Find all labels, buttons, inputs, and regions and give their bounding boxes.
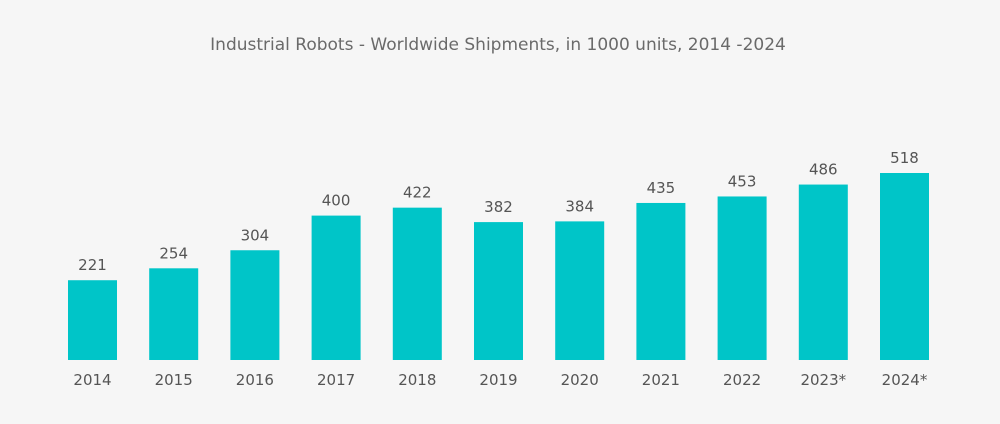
x-tick-label: 2017 <box>317 371 355 389</box>
data-label: 435 <box>647 179 676 197</box>
x-tick-label: 2014 <box>73 371 111 389</box>
data-label: 382 <box>484 198 513 216</box>
x-tick-label: 2016 <box>236 371 274 389</box>
x-tick-label: 2018 <box>398 371 436 389</box>
x-tick-label: 2023* <box>800 371 846 389</box>
data-label: 384 <box>565 197 594 215</box>
data-label: 486 <box>809 161 838 179</box>
bar-2024 <box>880 173 929 360</box>
bar-2014 <box>68 280 117 360</box>
bar-2017 <box>311 215 361 360</box>
data-label: 400 <box>322 192 351 210</box>
bar-2023 <box>798 184 848 360</box>
chart-title: Industrial Robots - Worldwide Shipments,… <box>210 35 786 55</box>
bar-2022 <box>717 196 767 360</box>
bar-2016 <box>230 250 280 360</box>
x-tick-label: 2024* <box>882 371 928 389</box>
bar-2019 <box>474 222 523 360</box>
bar-2015 <box>149 268 199 360</box>
x-tick-label: 2019 <box>479 371 517 389</box>
data-label: 422 <box>403 184 432 202</box>
x-tick-label: 2021 <box>642 371 680 389</box>
data-label: 453 <box>728 172 757 190</box>
data-label: 221 <box>78 256 107 274</box>
bar-2018 <box>392 207 442 360</box>
data-label: 518 <box>890 149 919 167</box>
bar-2020 <box>555 221 605 360</box>
bar-2021 <box>636 202 686 360</box>
data-label: 254 <box>159 244 188 262</box>
x-tick-label: 2015 <box>155 371 193 389</box>
data-label: 304 <box>241 226 270 244</box>
x-tick-label: 2022 <box>723 371 761 389</box>
x-tick-label: 2020 <box>561 371 599 389</box>
